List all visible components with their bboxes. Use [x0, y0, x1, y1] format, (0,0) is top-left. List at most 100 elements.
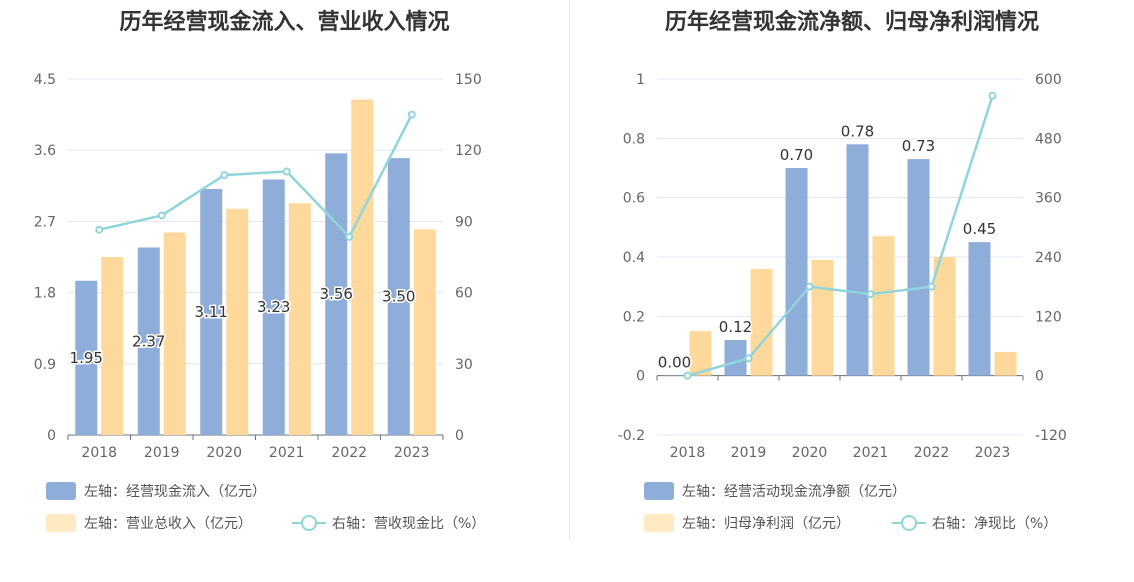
line-point	[744, 354, 753, 363]
legend: 左轴：经营活动现金流净额（亿元） 左轴：归母净利润（亿元） 右轴：净现比（%）	[570, 0, 1134, 582]
y-right-tick-label: 150	[455, 72, 482, 88]
legend-swatch	[46, 514, 76, 532]
line-point	[927, 282, 936, 291]
x-tick-label: 2021	[269, 445, 305, 461]
chart-title: 历年经营现金流入、营业收入情况	[119, 10, 450, 35]
y-right-tick-label: 600	[1035, 72, 1062, 88]
bar	[994, 351, 1017, 376]
chart-title: 历年经营现金流净额、归母净利润情况	[664, 10, 1039, 35]
x-tick-label: 2018	[81, 445, 117, 461]
legend-swatch	[46, 482, 76, 500]
legend-item-net-cash-flow[interactable]: 左轴：经营活动现金流净额（亿元）	[644, 481, 906, 501]
line-point	[345, 232, 354, 241]
y-right-tick-label: 480	[1035, 131, 1062, 147]
line-point	[220, 171, 229, 180]
y-left-tick-label: 1	[636, 72, 645, 88]
y-left-tick-label: 1.8	[34, 286, 56, 302]
legend-item-cash-inflow[interactable]: 左轴：经营现金流入（亿元）	[46, 481, 266, 501]
line-point	[683, 371, 692, 380]
x-tick-label: 2020	[792, 445, 828, 461]
legend-item-revenue[interactable]: 左轴：营业总收入（亿元）	[46, 513, 252, 533]
bar	[351, 99, 374, 436]
line-point	[95, 225, 104, 234]
bar	[387, 158, 410, 435]
line-point	[805, 282, 814, 291]
legend-label: 左轴：营业总收入（亿元）	[84, 516, 252, 532]
bar	[785, 168, 808, 376]
y-left-tick-label: 0	[47, 428, 56, 444]
x-tick-label: 2022	[331, 445, 367, 461]
bar	[968, 242, 991, 376]
data-label: 0.73	[902, 137, 935, 155]
data-label: 0.78	[841, 122, 874, 140]
legend-label: 左轴：经营现金流入（亿元）	[84, 484, 266, 500]
y-right-tick-label: -120	[1035, 428, 1067, 444]
legend-label: 左轴：经营活动现金流净额（亿元）	[682, 484, 906, 500]
data-label: 0.70	[780, 146, 813, 164]
data-label: 0.12	[719, 318, 752, 336]
bar	[872, 236, 895, 376]
y-left-tick-label: 0.4	[623, 250, 645, 266]
y-left-tick-label: 3.6	[34, 143, 56, 159]
x-tick-label: 2020	[206, 445, 242, 461]
bar	[262, 179, 285, 435]
legend-line-icon	[292, 514, 326, 532]
data-label: 0.00	[658, 354, 691, 372]
y-left-tick-label: 0.8	[623, 131, 645, 147]
series-line	[98, 114, 413, 239]
y-right-tick-label: 60	[455, 286, 473, 302]
bar	[226, 208, 249, 435]
data-label: 0.45	[963, 220, 996, 238]
series-line	[687, 95, 994, 377]
legend-swatch	[644, 482, 674, 500]
legend-item-net-cash-ratio[interactable]: 右轴：净现比（%）	[892, 513, 1057, 533]
legend-line-icon	[892, 514, 926, 532]
data-label: 3.11	[195, 303, 228, 321]
data-label: 3.50	[382, 288, 415, 306]
data-label: 3.23	[257, 298, 290, 316]
line-point	[866, 290, 875, 299]
y-left-tick-label: 2.7	[34, 214, 56, 230]
line-point	[407, 110, 416, 119]
y-right-tick-label: 30	[455, 357, 473, 373]
x-tick-label: 2023	[975, 445, 1011, 461]
legend-label: 右轴：营收现金比（%）	[332, 516, 486, 532]
data-label: 2.37	[132, 332, 165, 350]
x-tick-label: 2018	[670, 445, 706, 461]
bar	[101, 257, 124, 435]
y-left-tick-label: 0	[636, 369, 645, 385]
data-label: 3.56	[320, 285, 353, 303]
y-right-tick-label: 90	[455, 214, 473, 230]
x-tick-label: 2019	[731, 445, 767, 461]
panel-divider	[569, 0, 570, 540]
x-tick-label: 2019	[144, 445, 180, 461]
data-label: 1.95	[70, 349, 103, 367]
bar	[846, 144, 869, 376]
bar	[163, 232, 186, 435]
y-left-tick-label: 0.9	[34, 357, 56, 373]
legend-item-ratio[interactable]: 右轴：营收现金比（%）	[292, 513, 485, 533]
chart-svg-1: 0 0.9 1.8 2.7 3.6 4.5 0 30 60 90 120 150 2018 2019 202…	[34, 72, 482, 461]
bar	[724, 340, 747, 376]
legend-label: 左轴：归母净利润（亿元）	[682, 516, 850, 532]
bar	[200, 188, 223, 435]
y-right-tick-label: 240	[1035, 250, 1062, 266]
y-right-tick-label: 0	[455, 428, 464, 444]
y-right-tick-label: 120	[455, 143, 482, 159]
bar	[689, 331, 712, 376]
legend-item-net-profit[interactable]: 左轴：归母净利润（亿元）	[644, 513, 850, 533]
line-point	[282, 167, 291, 176]
x-tick-label: 2021	[853, 445, 889, 461]
line-point	[988, 91, 997, 100]
legend: 左轴：经营现金流入（亿元） 左轴：营业总收入（亿元） 右轴：营收现金比（%）	[46, 481, 485, 533]
y-right-tick-label: 360	[1035, 191, 1062, 207]
y-left-tick-label: 0.6	[623, 191, 645, 207]
bar	[75, 280, 98, 435]
chart-content: -0.2 0 0.2 0.4 0.6 0.8 1 -120 0 120 240 360 480 600 20…	[618, 72, 1067, 461]
y-right-tick-label: 120	[1035, 309, 1062, 325]
bar	[288, 203, 311, 435]
chart-svg-2: -0.2 0 0.2 0.4 0.6 0.8 1 -120 0 120 240 360 480 600 20…	[618, 72, 1067, 461]
y-right-tick-label: 0	[1035, 369, 1044, 385]
bar	[933, 257, 956, 376]
legend-swatch	[644, 514, 674, 532]
